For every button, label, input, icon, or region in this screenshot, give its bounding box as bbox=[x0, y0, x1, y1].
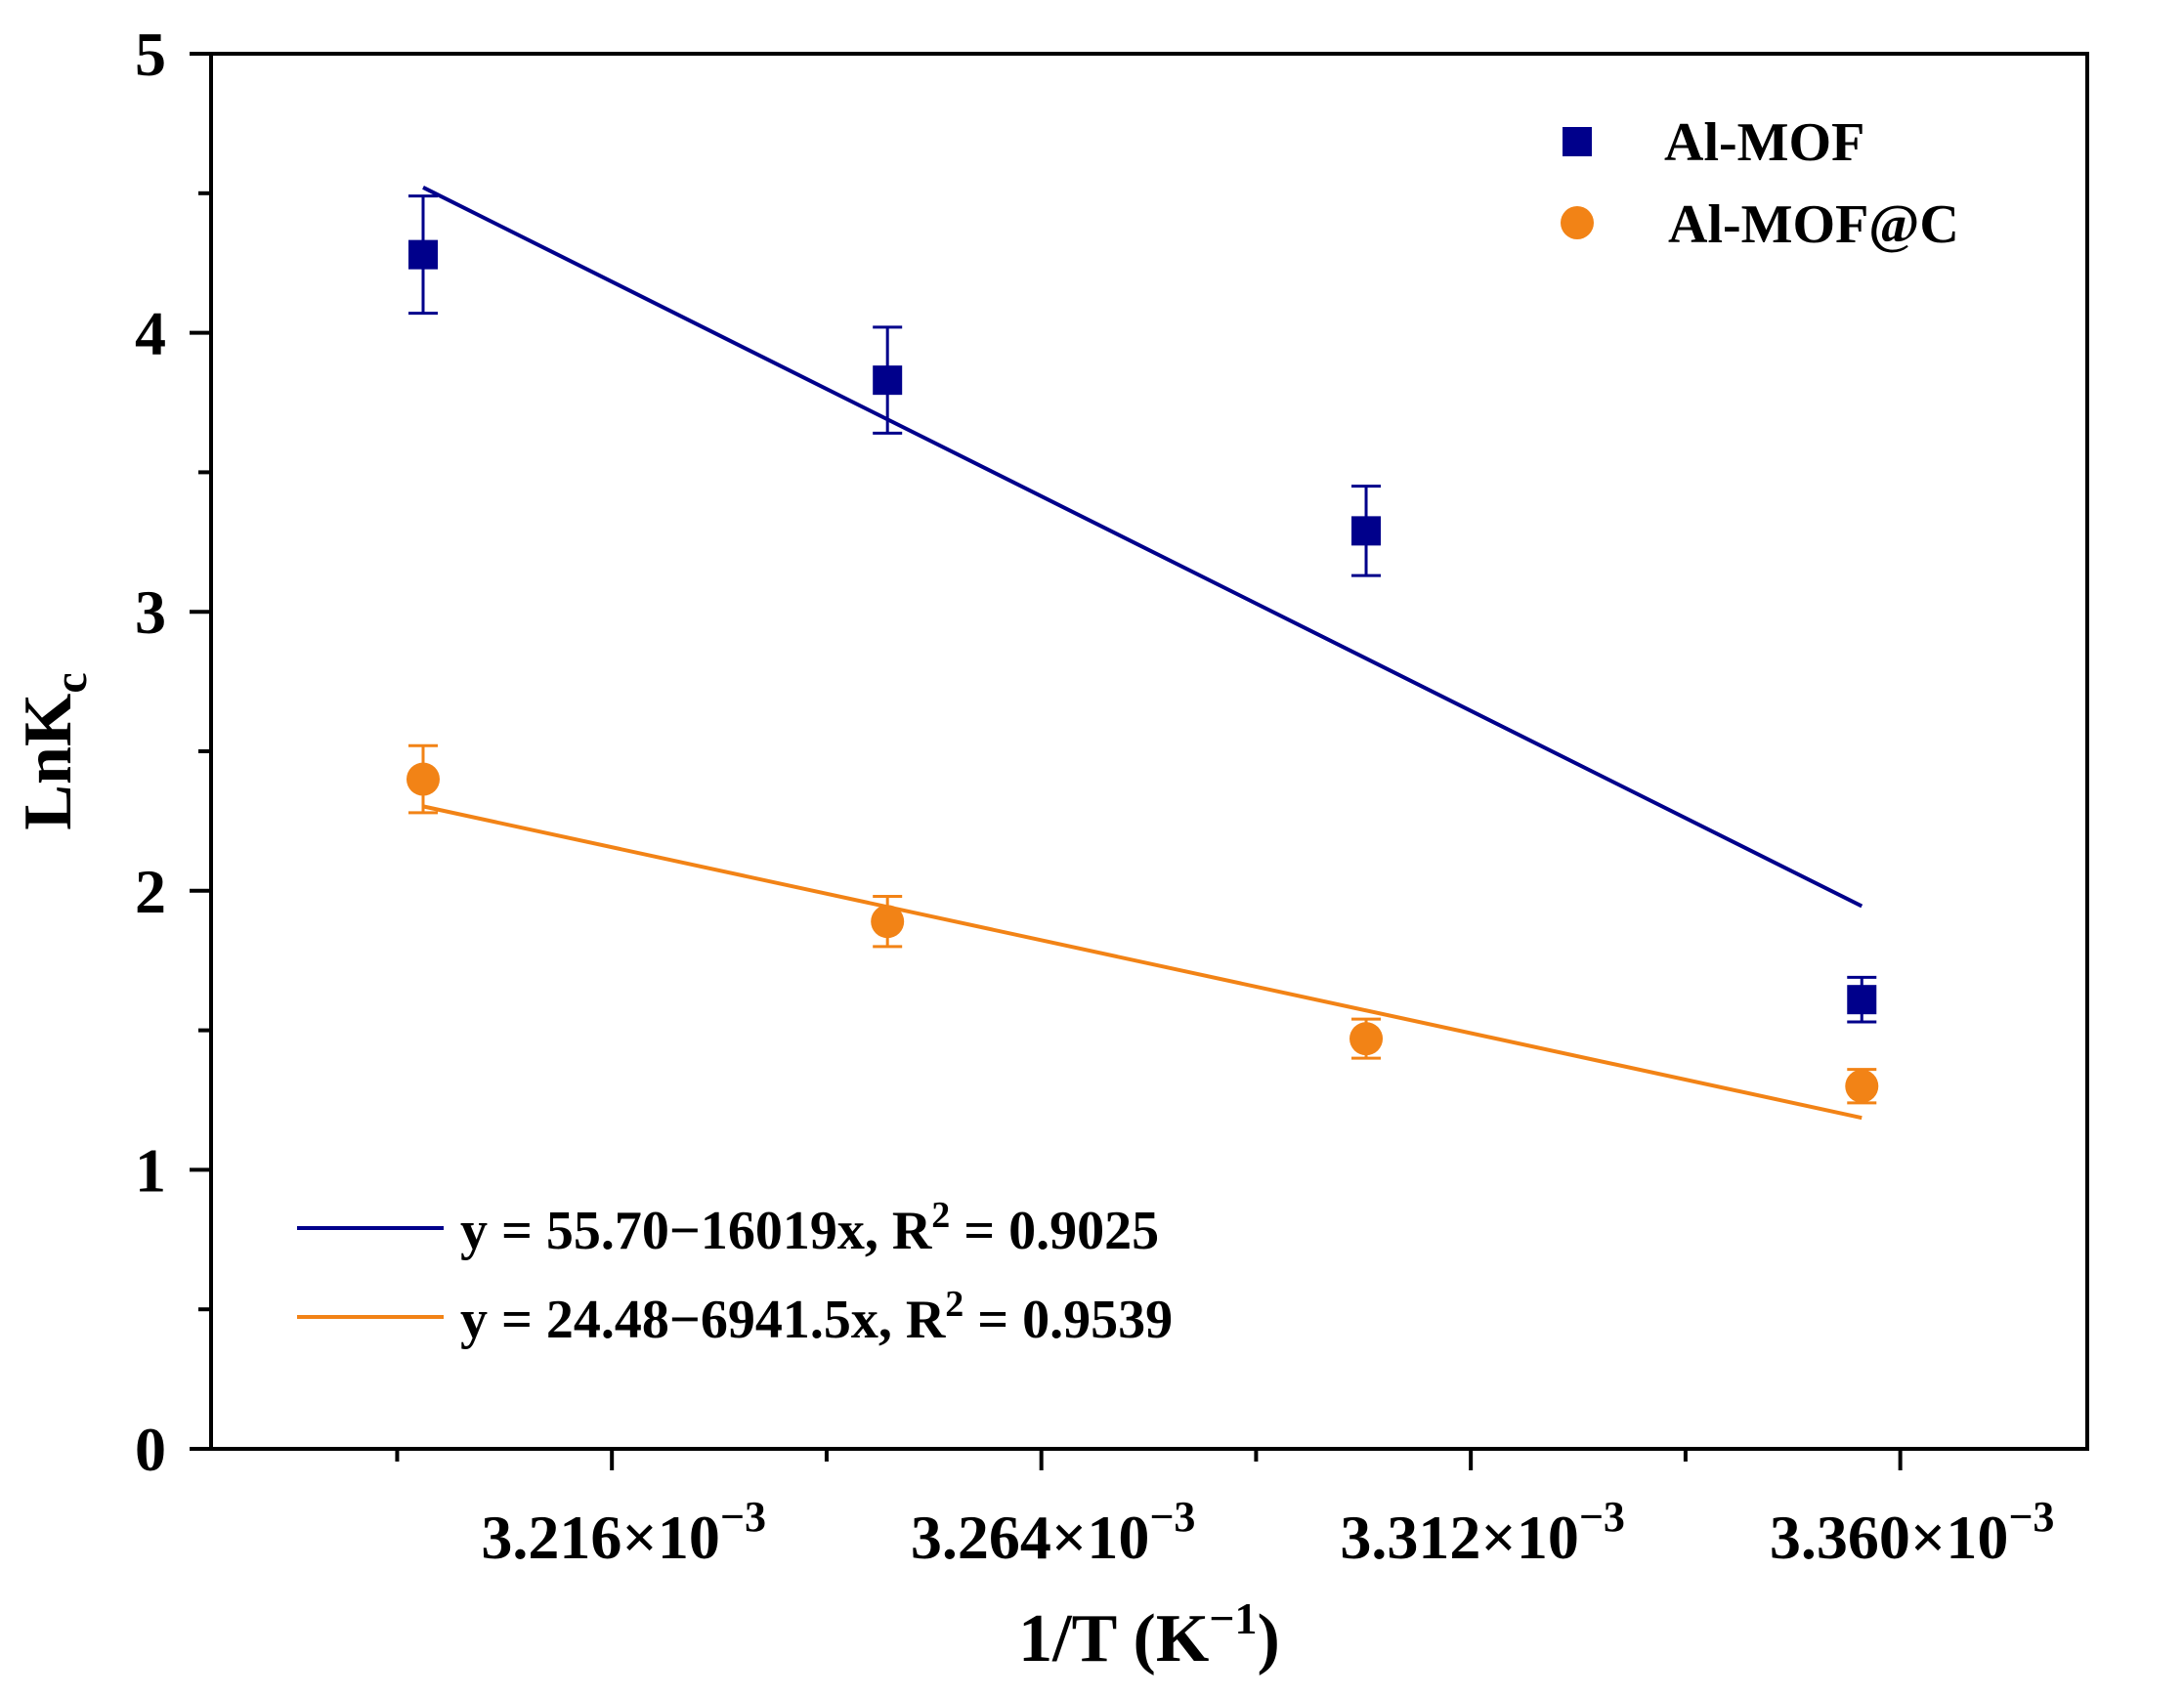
x-tick-label: 3.360×10−3 bbox=[1770, 1493, 2055, 1572]
data-point-al-mof-c bbox=[1349, 1022, 1384, 1056]
x-tick-label: 3.216×10−3 bbox=[481, 1493, 766, 1572]
y-axis-title: LnKc bbox=[11, 672, 97, 829]
legend-label-al-mof: Al-MOF bbox=[1664, 112, 1864, 173]
fit-equation-al-mof-sup: 2 bbox=[931, 1195, 950, 1236]
fit-line-al-mof bbox=[422, 186, 1863, 909]
fit-lines bbox=[422, 186, 1863, 1121]
data-point-al-mof-c bbox=[1845, 1069, 1879, 1103]
axis-ticks bbox=[190, 52, 1903, 1470]
fit-equation-al-mof-tail: = 0.9025 bbox=[950, 1201, 1159, 1261]
data-point-al-mof-c bbox=[406, 762, 440, 796]
axis-tick-labels: 3.216×10−3 3.264×10−3 3.312×10−3 3.360×10−3… bbox=[135, 20, 2054, 1572]
fit-equation-al-mof-c-sup: 2 bbox=[945, 1284, 964, 1325]
fit-line-al-mof-c bbox=[422, 804, 1863, 1121]
x-axis-title-tail: ) bbox=[1258, 1601, 1280, 1676]
y-tick-label: 3 bbox=[135, 577, 166, 647]
fit-equation-al-mof-c-tail: = 0.9539 bbox=[964, 1290, 1173, 1350]
x-tick-label-base: 3.216×10 bbox=[481, 1503, 719, 1572]
data-point-al-mof bbox=[873, 365, 903, 396]
x-tick-label-exponent: −3 bbox=[2008, 1493, 2054, 1541]
y-tick-label: 5 bbox=[135, 20, 166, 89]
legend-marker-al-mof bbox=[1563, 127, 1592, 156]
fit-equation-al-mof-c: y = 24.48−6941.5x, R2 = 0.9539 bbox=[460, 1284, 1173, 1350]
y-tick-label: 1 bbox=[135, 1135, 166, 1205]
data-point-al-mof bbox=[407, 239, 438, 270]
x-tick-label-base: 3.264×10 bbox=[911, 1503, 1149, 1572]
x-tick-label-base: 3.312×10 bbox=[1340, 1503, 1578, 1572]
x-tick-label-exponent: −3 bbox=[720, 1493, 766, 1541]
y-tick-label: 0 bbox=[135, 1415, 166, 1484]
x-axis-title-superscript: −1 bbox=[1209, 1593, 1257, 1643]
data-markers bbox=[406, 239, 1879, 1103]
y-tick-label: 2 bbox=[135, 857, 166, 926]
data-point-al-mof bbox=[1351, 516, 1382, 546]
y-axis-title-subscript: c bbox=[45, 672, 97, 693]
x-tick-label-base: 3.360×10 bbox=[1770, 1503, 2008, 1572]
x-tick-label: 3.264×10−3 bbox=[911, 1493, 1196, 1572]
x-tick-label-exponent: −3 bbox=[1149, 1493, 1195, 1541]
legend-marker-al-mof-c bbox=[1561, 206, 1594, 239]
data-point-al-mof bbox=[1847, 985, 1877, 1015]
data-point-al-mof-c bbox=[871, 905, 905, 939]
fit-equation-al-mof: y = 55.70−16019x, R2 = 0.9025 bbox=[460, 1195, 1159, 1261]
error-bars bbox=[407, 194, 1877, 1105]
x-tick-label: 3.312×10−3 bbox=[1340, 1493, 1625, 1572]
y-tick-label: 4 bbox=[135, 299, 166, 368]
legend-label-al-mof-c: Al-MOF@C bbox=[1668, 194, 1959, 255]
x-tick-label-exponent: −3 bbox=[1579, 1493, 1625, 1541]
x-axis-title: 1/T (K−1) bbox=[1018, 1593, 1280, 1676]
fit-equation-legend: y = 55.70−16019x, R2 = 0.9025 y = 24.48−… bbox=[297, 1195, 1173, 1350]
series-legend: Al-MOF Al-MOF@C bbox=[1561, 112, 1959, 255]
